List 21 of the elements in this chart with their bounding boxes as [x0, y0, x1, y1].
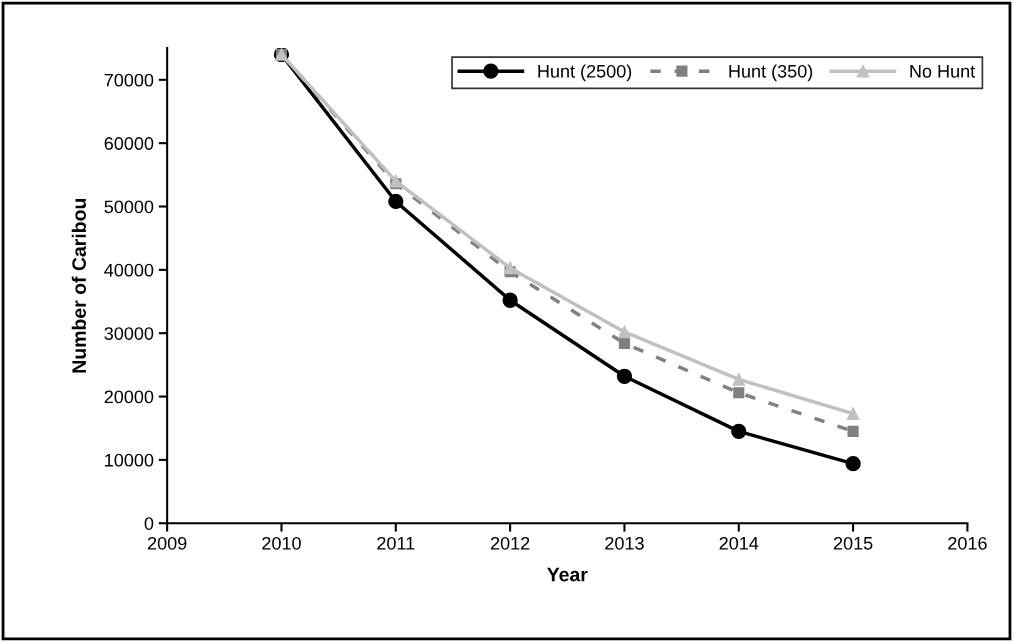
y-tick-label: 50000	[104, 200, 154, 214]
y-axis-title: Number of Caribou	[71, 198, 87, 373]
legend-label: Hunt (2500)	[538, 64, 632, 82]
x-tick-label: 2014	[719, 536, 759, 550]
legend-label: No Hunt	[910, 65, 976, 78]
y-tick-label: 0	[144, 517, 154, 530]
x-tick-label: 2011	[377, 536, 415, 550]
x-tick-label: 2012	[490, 536, 530, 550]
legend-label: Hunt (350)	[729, 64, 813, 82]
y-tick-label: 10000	[105, 453, 154, 467]
y-tick-label: 70000	[104, 73, 154, 87]
x-axis-title: Year	[547, 567, 588, 582]
x-tick-label: 2015	[833, 536, 873, 550]
x-tick-label: 2010	[262, 536, 301, 550]
y-tick-label: 60000	[104, 137, 154, 150]
x-tick-label: 2016	[948, 536, 987, 550]
y-tick-label: 30000	[104, 327, 154, 340]
y-tick-label: 20000	[104, 390, 154, 404]
x-tick-label: 2009	[147, 536, 187, 550]
x-tick-label: 2013	[605, 536, 644, 550]
y-tick-label: 40000	[104, 263, 154, 277]
